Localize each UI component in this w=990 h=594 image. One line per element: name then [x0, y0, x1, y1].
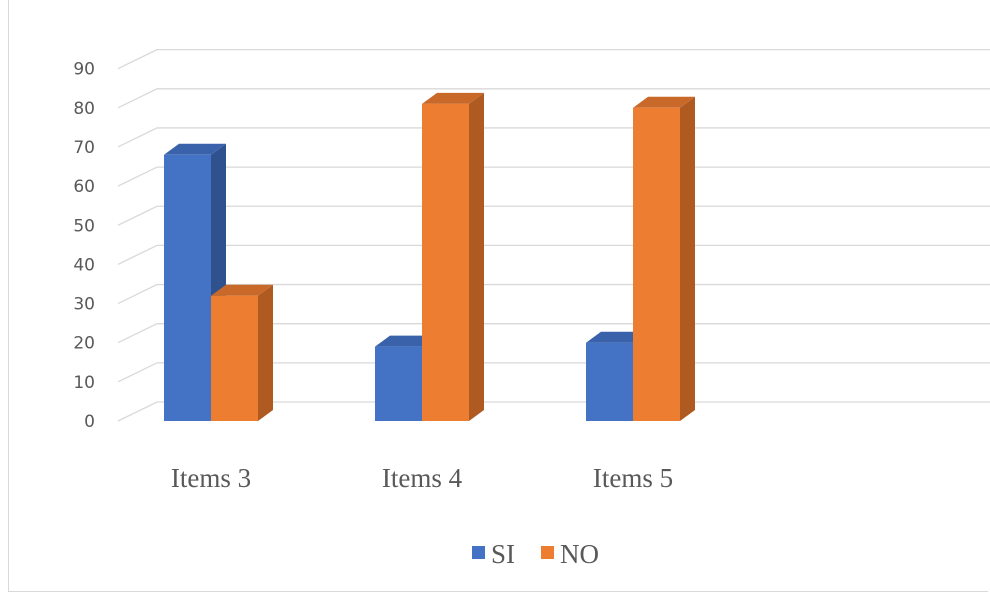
y-tick-label: 10 — [73, 373, 95, 393]
bars — [164, 92, 695, 422]
y-tick-label: 50 — [73, 216, 95, 236]
legend-swatch — [541, 546, 554, 559]
gridline — [117, 401, 990, 422]
legend-item-no: NO — [541, 539, 599, 569]
legend-label: NO — [560, 539, 599, 569]
gridline — [117, 88, 990, 109]
y-axis: 0 10 20 30 40 50 60 70 80 90 — [73, 60, 95, 432]
legend: SI NO — [472, 539, 599, 569]
y-tick-label: 20 — [73, 334, 95, 354]
y-tick-label: 90 — [73, 60, 95, 80]
y-tick-label: 60 — [73, 177, 95, 197]
gridline — [117, 283, 990, 305]
gridline — [117, 49, 990, 70]
gridline — [117, 323, 990, 344]
bar-no-items-5 — [633, 96, 695, 422]
legend-item-si: SI — [472, 539, 515, 569]
gridline — [117, 244, 990, 265]
x-category-label: Items 5 — [593, 463, 673, 493]
y-tick-label: 40 — [73, 255, 95, 275]
bar-no-items-3 — [211, 284, 273, 421]
y-tick-label: 30 — [73, 295, 95, 315]
chart-frame — [8, 0, 988, 592]
bar-no-items-4 — [422, 92, 484, 421]
y-tick-label: 0 — [84, 412, 95, 432]
gridlines — [117, 49, 990, 422]
gridline — [117, 127, 990, 148]
bar-si-items-3 — [164, 143, 226, 421]
x-category-label: Items 4 — [382, 463, 463, 493]
x-axis: Items 3 Items 4 Items 5 — [171, 463, 673, 493]
gridline — [117, 166, 990, 187]
y-tick-label: 80 — [73, 99, 95, 119]
gridline — [117, 362, 990, 383]
y-tick-label: 70 — [73, 138, 95, 158]
x-category-label: Items 3 — [171, 463, 251, 493]
legend-label: SI — [491, 539, 515, 569]
gridline — [117, 205, 990, 226]
legend-swatch — [472, 546, 485, 559]
